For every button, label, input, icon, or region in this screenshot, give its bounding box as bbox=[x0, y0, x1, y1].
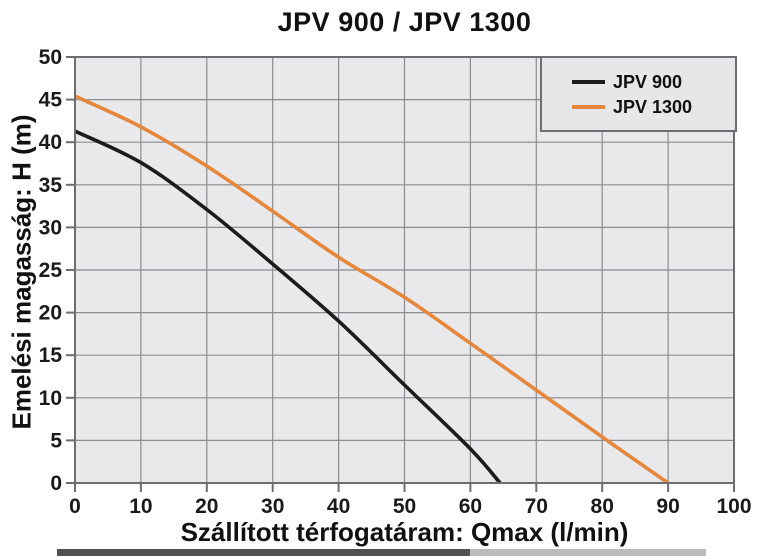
svg-text:40: 40 bbox=[39, 131, 62, 154]
legend-item-jpv1300: JPV 1300 bbox=[572, 98, 735, 116]
svg-text:20: 20 bbox=[39, 302, 62, 325]
svg-text:100: 100 bbox=[716, 495, 751, 518]
jpv1300-line-swatch bbox=[572, 104, 605, 109]
svg-text:35: 35 bbox=[39, 174, 63, 197]
legend-item-jpv900: JPV 900 bbox=[572, 73, 735, 91]
plot-frame bbox=[74, 56, 735, 484]
svg-text:90: 90 bbox=[656, 495, 679, 518]
svg-text:20: 20 bbox=[195, 495, 218, 518]
legend-label-jpv900: JPV 900 bbox=[613, 71, 683, 92]
svg-text:30: 30 bbox=[261, 495, 284, 518]
legend: JPV 900 JPV 1300 bbox=[540, 56, 737, 132]
chart-title: JPV 900 / JPV 1300 bbox=[277, 7, 532, 37]
bottom-crop-artifact-dark bbox=[57, 549, 470, 556]
svg-text:70: 70 bbox=[525, 495, 548, 518]
bottom-crop-artifact-light bbox=[470, 549, 706, 556]
tick-marks bbox=[66, 56, 735, 492]
curve-jpv1300 bbox=[74, 94, 670, 485]
svg-text:45: 45 bbox=[39, 89, 63, 112]
svg-text:40: 40 bbox=[327, 495, 350, 518]
svg-text:10: 10 bbox=[129, 495, 152, 518]
svg-text:30: 30 bbox=[39, 216, 62, 239]
svg-text:80: 80 bbox=[591, 495, 614, 518]
y-axis-title: Emelési magasság: H (m) bbox=[6, 114, 37, 430]
svg-text:0: 0 bbox=[69, 495, 81, 518]
svg-text:25: 25 bbox=[39, 259, 63, 282]
legend-label-jpv1300: JPV 1300 bbox=[613, 96, 693, 117]
tick-labels: 0 10 20 30 40 50 60 70 80 90 100 0 5 10 15 20 25 30 35 40 45… bbox=[39, 46, 752, 518]
svg-text:15: 15 bbox=[39, 344, 63, 367]
gridlines bbox=[75, 57, 734, 483]
svg-text:5: 5 bbox=[50, 429, 62, 452]
svg-text:60: 60 bbox=[459, 495, 482, 518]
svg-text:50: 50 bbox=[39, 46, 62, 69]
svg-text:50: 50 bbox=[393, 495, 416, 518]
jpv900-line-swatch bbox=[572, 79, 605, 84]
curve-jpv900 bbox=[74, 129, 502, 485]
svg-text:10: 10 bbox=[39, 387, 62, 410]
x-axis-title: Szállított térfogatáram: Qmax (l/min) bbox=[180, 517, 629, 547]
svg-text:0: 0 bbox=[50, 472, 62, 495]
